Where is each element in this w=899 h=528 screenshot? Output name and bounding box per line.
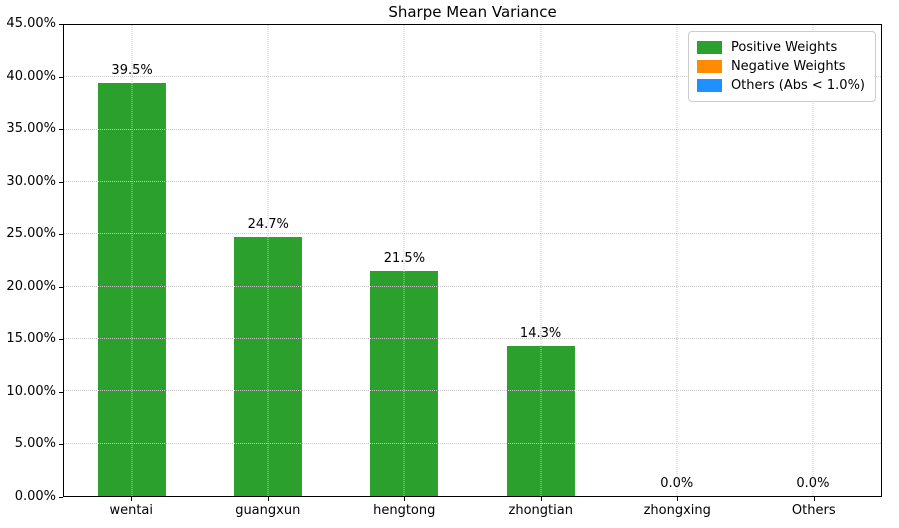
y-tick-mark [59, 497, 63, 498]
bar-value-label: 14.3% [519, 326, 562, 342]
y-tick-label: 0.00% [14, 489, 56, 504]
y-tick-mark [59, 76, 63, 78]
legend-item: Others (Abs < 1.0%) [696, 76, 865, 95]
chart-title: Sharpe Mean Variance [388, 3, 557, 21]
legend-swatch [696, 79, 722, 92]
y-tick-mark [59, 339, 63, 341]
x-tick-label: zhongtian [508, 503, 573, 518]
bar-value-label: 0.0% [796, 476, 830, 491]
x-tick-label: zhongxing [643, 503, 711, 518]
bar-value-label: 0.0% [660, 476, 694, 491]
y-tick-label: 25.00% [6, 226, 56, 242]
grid-line-vertical [676, 25, 678, 496]
x-tick-mark [677, 497, 679, 501]
y-tick-label: 20.00% [6, 278, 56, 294]
legend-item: Negative Weights [696, 57, 865, 76]
y-tick-mark [59, 391, 63, 393]
x-tick-mark [131, 497, 133, 501]
y-tick-label: 45.00% [6, 16, 56, 31]
grid-line-horizontal [64, 285, 881, 287]
legend-swatch [696, 41, 722, 54]
grid-line-horizontal [64, 181, 881, 183]
y-tick-label: 15.00% [6, 331, 56, 347]
y-tick-mark [59, 234, 63, 236]
y-tick-label: 5.00% [14, 436, 56, 452]
y-tick-label: 10.00% [6, 383, 56, 399]
y-tick-mark [59, 286, 63, 288]
y-tick-mark [59, 181, 63, 183]
x-tick-mark [267, 497, 269, 501]
grid-line-vertical [267, 25, 269, 496]
grid-line-horizontal [64, 338, 881, 340]
legend-swatch [696, 60, 722, 73]
x-tick-mark [404, 497, 406, 501]
x-tick-label: hengtong [373, 503, 436, 518]
legend-label: Negative Weights [730, 59, 846, 74]
grid-line-horizontal [64, 128, 881, 130]
x-tick-label: guangxun [235, 503, 301, 518]
legend-item: Positive Weights [696, 38, 865, 57]
plot-area: Positive Weights Negative Weights Others (… [63, 24, 882, 497]
grid-line-vertical [131, 25, 133, 496]
x-tick-mark [540, 497, 542, 501]
grid-line-horizontal [64, 76, 881, 78]
x-tick-label: Others [791, 503, 836, 518]
legend-label: Others (Abs < 1.0%) [730, 78, 865, 93]
legend-label: Positive Weights [730, 40, 838, 55]
grid-line-vertical [812, 25, 814, 496]
y-tick-mark [59, 444, 63, 446]
bar-value-label: 39.5% [111, 62, 153, 78]
grid-line-horizontal [64, 390, 881, 392]
bar-value-label: 21.5% [383, 250, 426, 266]
y-tick-label: 30.00% [6, 173, 56, 189]
grid-line-vertical [403, 25, 405, 496]
x-tick-label: wentai [109, 503, 154, 518]
x-tick-mark [813, 497, 815, 501]
grid-line-horizontal [64, 233, 881, 235]
bar-value-label: 24.7% [247, 217, 289, 233]
grid-line-horizontal [64, 442, 881, 444]
y-tick-mark [59, 129, 63, 131]
legend: Positive Weights Negative Weights Others (… [687, 31, 876, 102]
y-tick-label: 40.00% [6, 68, 56, 84]
y-tick-label: 35.00% [6, 121, 56, 137]
grid-line-vertical [540, 25, 542, 496]
y-tick-mark [59, 24, 63, 25]
